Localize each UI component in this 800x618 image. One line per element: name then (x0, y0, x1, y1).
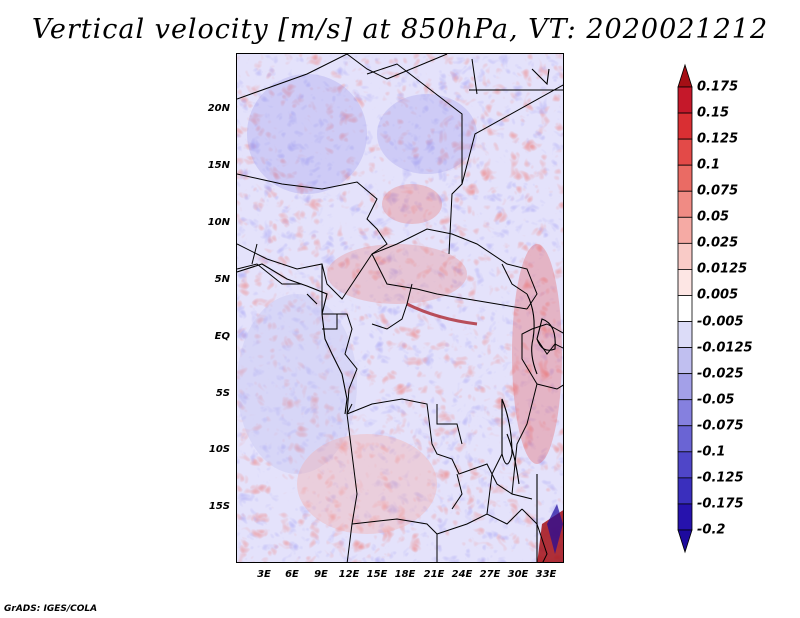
colorbar-segment (677, 399, 693, 427)
colorbar-tick-label: -0.1 (697, 444, 726, 460)
colorbar-segment (677, 425, 693, 453)
lon-label: 24E (451, 569, 473, 580)
colorbar-segment (677, 451, 693, 479)
lat-label: 10N (207, 217, 230, 228)
colorbar-tick-label: 0.1 (697, 157, 721, 173)
country-borders (237, 54, 563, 562)
colorbar-tick-label: -0.125 (697, 470, 744, 486)
downward-motion-patches (237, 54, 563, 562)
lon-label: 3E (257, 569, 271, 580)
colorbar-segment (677, 347, 693, 375)
colorbar-segment (677, 321, 693, 348)
colorbar-segment (677, 242, 693, 270)
lat-label: 10S (208, 444, 230, 455)
map-title: Vertical velocity [m/s] at 850hPa, VT: 2… (31, 14, 769, 45)
colorbar-tick-label: -0.075 (697, 418, 744, 434)
lat-label: 15N (207, 160, 230, 171)
colorbar-segment (677, 86, 693, 114)
lat-label: 15S (208, 501, 230, 512)
colorbar-segment (677, 373, 693, 401)
colorbar-tick-label: -0.025 (697, 366, 744, 382)
colorbar-segment (677, 503, 693, 531)
lon-label: 27E (479, 569, 501, 580)
colorbar-tick-label: -0.05 (697, 392, 735, 408)
colorbar-tick-label: 0.075 (697, 183, 739, 199)
colorbar-tick-label: 0.175 (697, 79, 739, 95)
colorbar-tick-label: -0.2 (697, 522, 726, 538)
colorbar-tick-label: -0.175 (697, 496, 744, 512)
colorbar-tick-label: -0.0125 (697, 340, 753, 356)
colorbar-tick-label: 0.0125 (697, 261, 748, 277)
lon-label: 18E (394, 569, 416, 580)
lon-label: 12E (338, 569, 360, 580)
colorbar-top-triangle (677, 63, 693, 88)
lat-label: 20N (207, 103, 230, 114)
vertical-velocity-field (237, 54, 563, 562)
colorbar-segment (677, 477, 693, 505)
lon-label: 15E (366, 569, 388, 580)
lat-label: EQ (214, 331, 230, 342)
colorbar-segment (677, 216, 693, 244)
colorbar-tick-label: 0.025 (697, 235, 739, 251)
colorbar-bottom-triangle (677, 529, 693, 554)
lon-label: 33E (535, 569, 557, 580)
colorbar-tick-label: 0.05 (697, 209, 730, 225)
map-panel (236, 53, 564, 563)
coastlines-and-lakes (237, 68, 556, 562)
colorbar-tick-label: 0.125 (697, 131, 739, 147)
lat-label: 5S (215, 388, 230, 399)
colorbar-segment (677, 138, 693, 166)
lon-label: 6E (285, 569, 299, 580)
colorbar (677, 63, 693, 554)
lon-label: 21E (423, 569, 445, 580)
lon-label: 30E (507, 569, 529, 580)
grads-credit: GrADS: IGES/COLA (4, 604, 98, 614)
colorbar-tick-label: -0.005 (697, 314, 744, 330)
lat-label: 5N (214, 274, 230, 285)
colorbar-segment (677, 269, 693, 296)
lon-label: 9E (314, 569, 328, 580)
colorbar-segment (677, 164, 693, 192)
colorbar-tick-label: 0.15 (697, 105, 730, 121)
colorbar-segment (677, 112, 693, 140)
colorbar-segment (677, 295, 693, 322)
colorbar-segment (677, 190, 693, 218)
colorbar-tick-label: 0.005 (697, 287, 739, 303)
